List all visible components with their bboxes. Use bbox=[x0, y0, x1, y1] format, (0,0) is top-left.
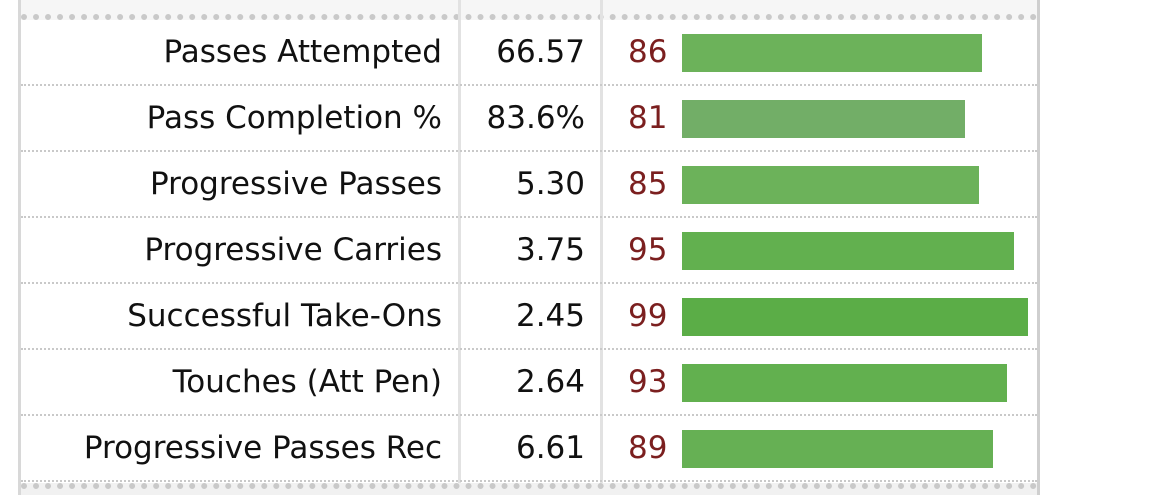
table-row: Progressive Carries 3.75 95 bbox=[21, 218, 1037, 284]
stat-value: 66.57 bbox=[496, 34, 585, 70]
column-divider-value bbox=[600, 0, 603, 495]
stat-percentile: 95 bbox=[628, 232, 668, 268]
table-bottom-border bbox=[21, 483, 1037, 495]
stat-percentile: 93 bbox=[628, 364, 668, 400]
stat-label: Progressive Carries bbox=[144, 232, 442, 268]
stat-value: 5.30 bbox=[515, 166, 585, 202]
stat-value: 2.45 bbox=[515, 298, 585, 334]
percentile-bar bbox=[682, 364, 1007, 402]
table-row: Pass Completion % 83.6% 81 bbox=[21, 86, 1037, 152]
percentile-bar bbox=[682, 100, 965, 138]
stat-label: Progressive Passes Rec bbox=[83, 430, 442, 466]
stat-value: 83.6% bbox=[486, 100, 585, 136]
table-row: Successful Take-Ons 2.45 99 bbox=[21, 284, 1037, 350]
stat-value: 3.75 bbox=[515, 232, 585, 268]
percentile-bar-track bbox=[682, 430, 1031, 468]
stat-label: Successful Take-Ons bbox=[127, 298, 442, 334]
stat-label: Passes Attempted bbox=[163, 34, 442, 70]
percentile-bar-track bbox=[682, 166, 1031, 204]
percentile-bar bbox=[682, 430, 993, 468]
stat-percentile: 86 bbox=[628, 34, 668, 70]
stat-label: Progressive Passes bbox=[149, 166, 442, 202]
column-divider-label bbox=[458, 0, 461, 495]
table-top-border bbox=[21, 0, 1037, 20]
percentile-bar bbox=[682, 34, 982, 72]
stat-value: 2.64 bbox=[515, 364, 585, 400]
table-row: Touches (Att Pen) 2.64 93 bbox=[21, 350, 1037, 416]
stat-percentile: 99 bbox=[628, 298, 668, 334]
stat-percentile: 81 bbox=[628, 100, 668, 136]
percentile-bar bbox=[682, 298, 1028, 336]
percentile-bar-track bbox=[682, 298, 1031, 336]
percentile-bar-track bbox=[682, 364, 1031, 402]
percentile-bar-track bbox=[682, 232, 1031, 270]
stat-percentile: 85 bbox=[628, 166, 668, 202]
stats-table: Passes Attempted 66.57 86 Pass Completio… bbox=[18, 0, 1040, 495]
table-row: Progressive Passes Rec 6.61 89 bbox=[21, 416, 1037, 482]
stat-label: Pass Completion % bbox=[146, 100, 442, 136]
stat-value: 6.61 bbox=[515, 430, 585, 466]
percentile-bar-track bbox=[682, 100, 1031, 138]
stat-percentile: 89 bbox=[628, 430, 668, 466]
percentile-bar bbox=[682, 166, 979, 204]
table-row: Progressive Passes 5.30 85 bbox=[21, 152, 1037, 218]
stat-label: Touches (Att Pen) bbox=[172, 364, 442, 400]
percentile-bar bbox=[682, 232, 1014, 270]
percentile-bar-track bbox=[682, 34, 1031, 72]
table-row: Passes Attempted 66.57 86 bbox=[21, 20, 1037, 86]
